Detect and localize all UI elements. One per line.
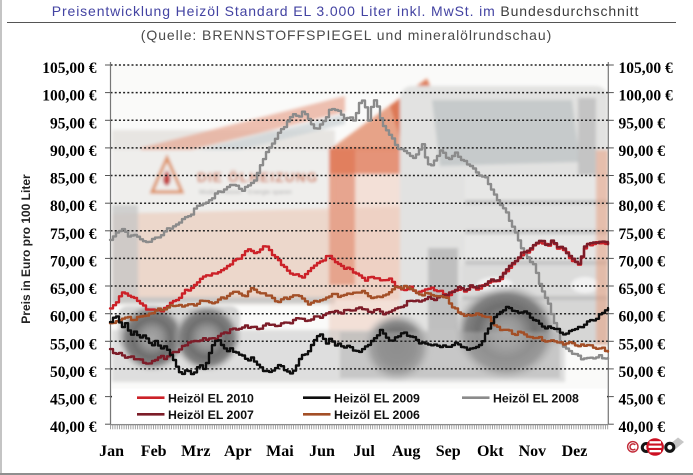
svg-text:Nov: Nov [519,443,547,460]
svg-text:Heizöl EL 2006: Heizöl EL 2006 [334,408,420,422]
svg-text:60,00 €: 60,00 € [619,309,666,326]
svg-text:85,00 €: 85,00 € [619,171,666,188]
svg-text:50,00 €: 50,00 € [619,364,666,381]
svg-text:45,00 €: 45,00 € [50,392,97,409]
svg-text:65,00 €: 65,00 € [619,281,666,298]
svg-text:100,00 €: 100,00 € [619,88,674,105]
svg-text:90,00 €: 90,00 € [619,143,666,160]
svg-text:95,00 €: 95,00 € [619,115,666,132]
svg-text:40,00 €: 40,00 € [50,419,97,436]
svg-text:Jan: Jan [99,443,124,460]
svg-text:80,00 €: 80,00 € [619,198,666,215]
svg-text:60,00 €: 60,00 € [50,309,97,326]
svg-text:105,00 €: 105,00 € [619,60,674,77]
svg-text:95,00 €: 95,00 € [50,115,97,132]
svg-text:85,00 €: 85,00 € [50,171,97,188]
svg-text:Mai: Mai [266,443,294,460]
svg-text:Heizöl EL 2010: Heizöl EL 2010 [168,392,254,406]
svg-text:Aug: Aug [392,443,420,460]
svg-text:Jul: Jul [353,443,375,460]
svg-text:Heizöl EL 2007: Heizöl EL 2007 [168,408,254,422]
svg-text:65,00 €: 65,00 € [50,281,97,298]
svg-text:75,00 €: 75,00 € [50,226,97,243]
svg-text:100,00 €: 100,00 € [42,88,97,105]
svg-text:55,00 €: 55,00 € [619,336,666,353]
svg-text:Feb: Feb [141,443,167,460]
svg-text:50,00 €: 50,00 € [50,364,97,381]
svg-text:70,00 €: 70,00 € [619,253,666,270]
svg-text:Apr: Apr [224,443,252,460]
svg-text:75,00 €: 75,00 € [619,226,666,243]
svg-text:Jun: Jun [309,443,335,460]
svg-text:Dez: Dez [562,443,588,460]
svg-text:105,00 €: 105,00 € [42,60,97,77]
svg-text:Modern heizen - Energie sparen: Modern heizen - Energie sparen [199,189,292,196]
svg-text:45,00 €: 45,00 € [619,392,666,409]
svg-text:Mrz: Mrz [181,443,210,460]
svg-text:80,00 €: 80,00 € [50,198,97,215]
svg-text:Sep: Sep [436,443,461,460]
svg-text:Heizöl EL 2009: Heizöl EL 2009 [334,392,420,406]
svg-text:40,00 €: 40,00 € [619,419,666,436]
svg-text:Okt: Okt [477,443,504,460]
svg-text:Heizöl EL 2008: Heizöl EL 2008 [493,392,579,406]
svg-text:55,00 €: 55,00 € [50,336,97,353]
svg-text:90,00 €: 90,00 € [50,143,97,160]
svg-text:70,00 €: 70,00 € [50,253,97,270]
